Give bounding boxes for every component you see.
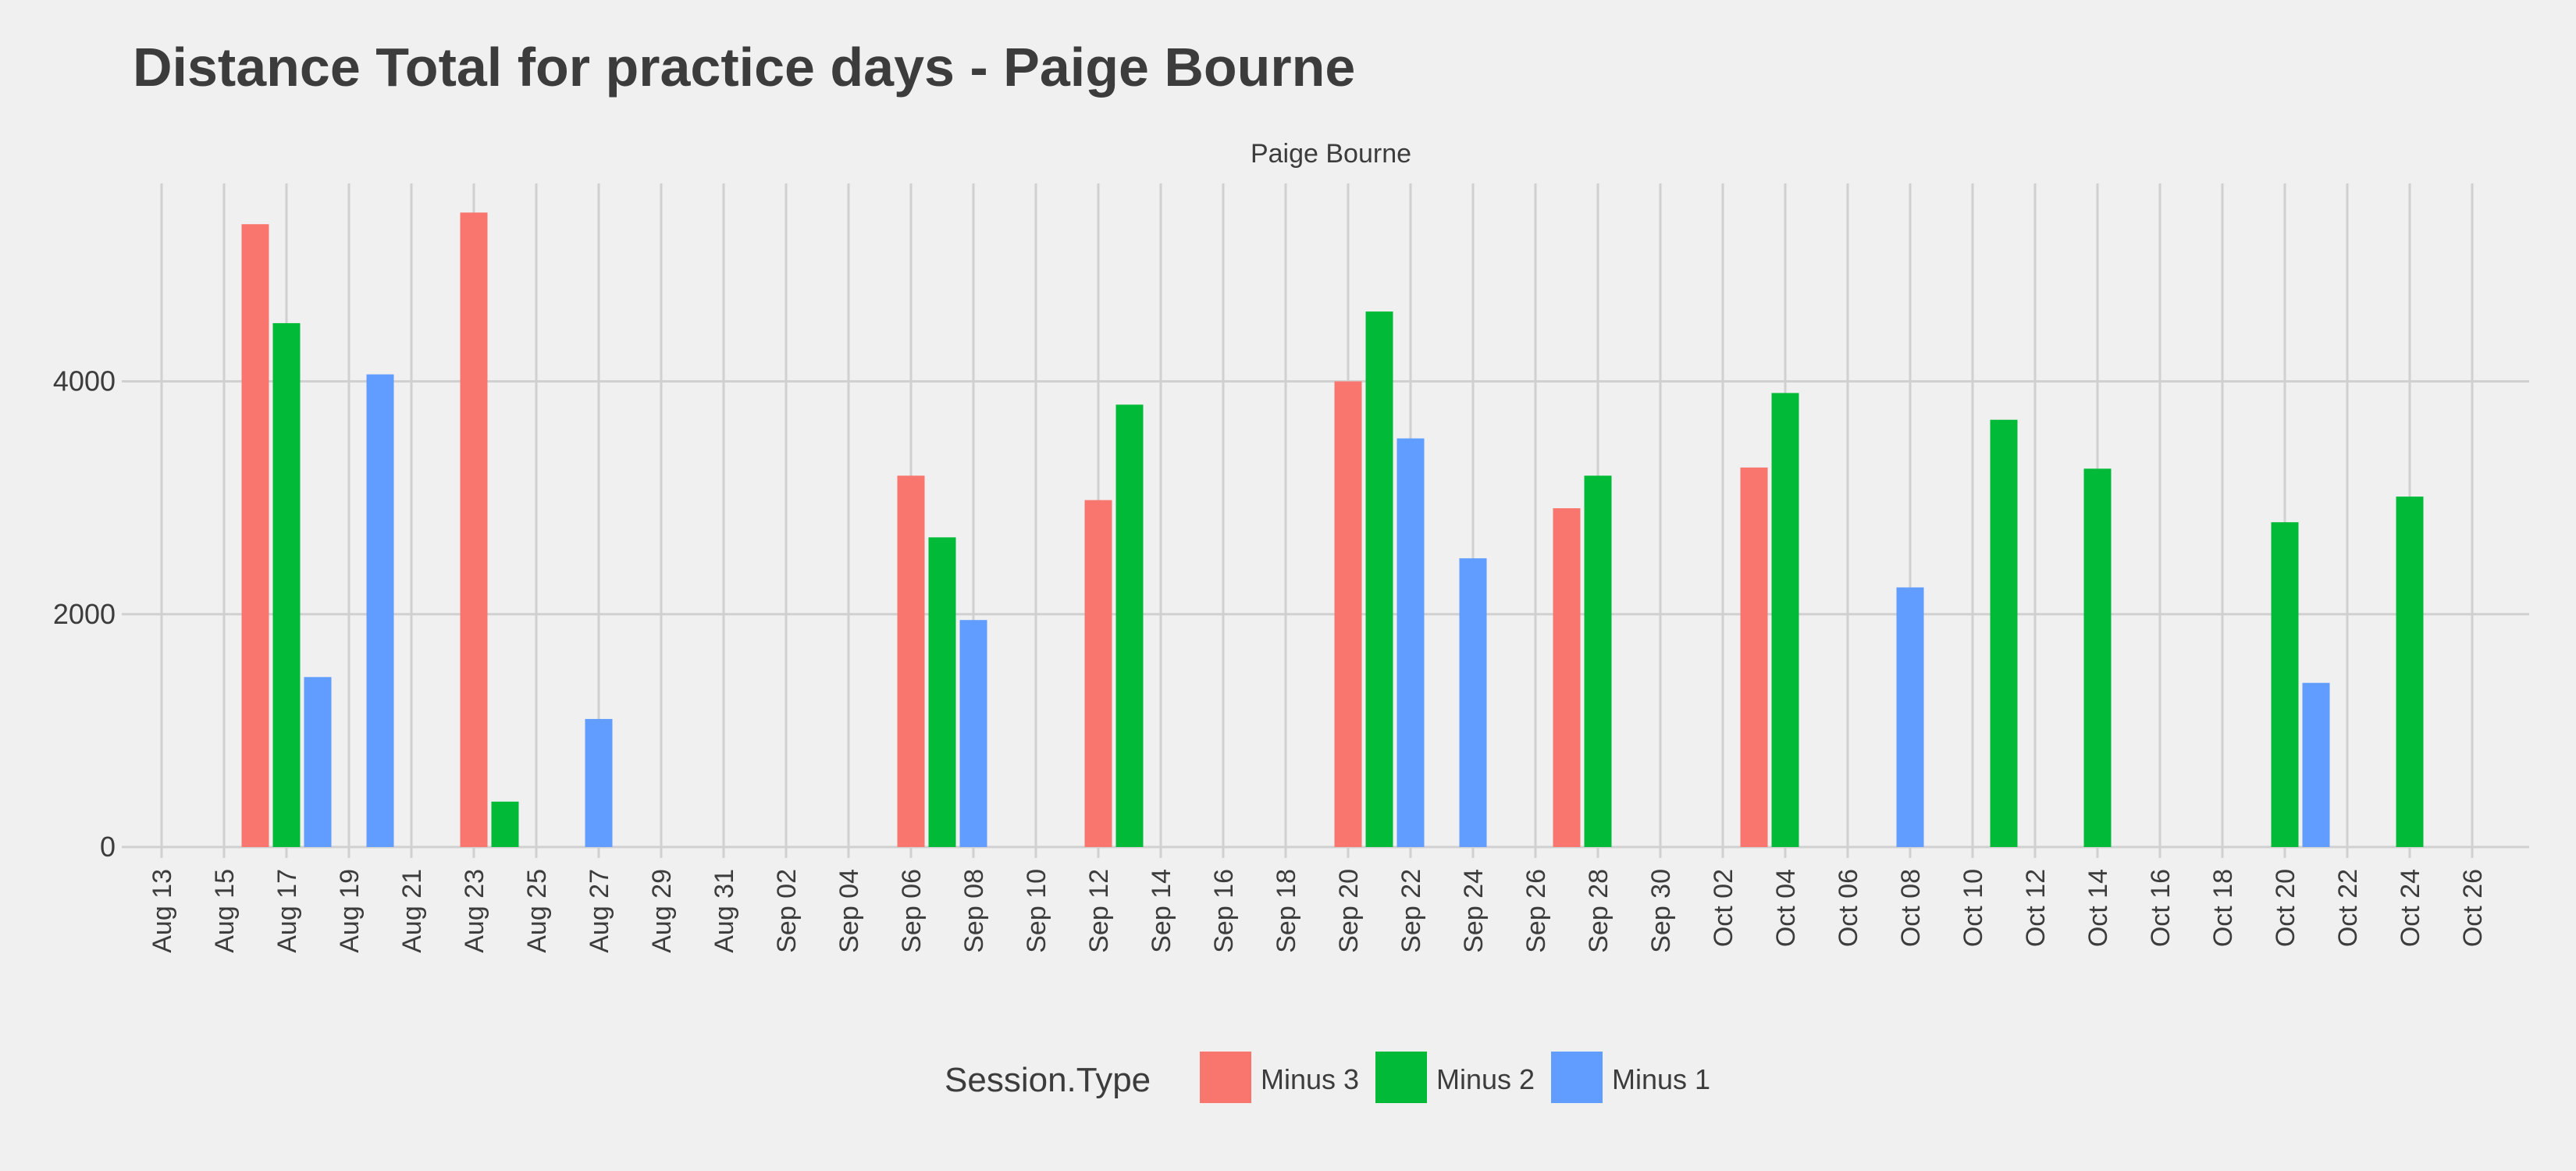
facet-label: Paige Bourne — [1251, 139, 1411, 169]
bar-minus-1 — [959, 620, 987, 847]
x-tick-label: Sep 18 — [1272, 869, 1301, 953]
x-tick-label: Sep 28 — [1584, 869, 1614, 953]
y-axis: 0 2000 4000 — [53, 365, 133, 863]
x-tick-label: Sep 26 — [1521, 869, 1551, 953]
legend-key-minus-2 — [1375, 1052, 1427, 1103]
chart-title: Distance Total for practice days - Paige… — [133, 37, 1355, 98]
bar-minus-1 — [304, 677, 332, 847]
bar-minus-3 — [897, 475, 925, 847]
bar-minus-1 — [585, 718, 613, 847]
x-tick-label: Sep 10 — [1022, 869, 1051, 953]
bar-minus-2 — [928, 537, 956, 847]
bar-minus-3 — [1334, 381, 1362, 847]
x-tick-label: Oct 26 — [2458, 869, 2488, 947]
x-tick-label: Aug 27 — [585, 869, 614, 953]
x-tick-label: Sep 12 — [1084, 869, 1114, 953]
bar-minus-3 — [460, 212, 488, 847]
y-tick-label: 2000 — [53, 598, 116, 630]
bar-minus-2 — [1115, 404, 1144, 847]
x-tick-label: Oct 20 — [2271, 869, 2300, 947]
bar-minus-2 — [2083, 468, 2112, 847]
bar-minus-3 — [241, 224, 269, 847]
x-tick-label: Oct 22 — [2333, 869, 2363, 947]
grid-lines — [133, 183, 2529, 849]
legend-label-minus-1: Minus 1 — [1612, 1063, 1710, 1095]
x-tick-label: Oct 18 — [2208, 869, 2238, 947]
x-axis: Aug 13 Aug 15 Aug 17 Aug 19 Aug 21 Aug 23 Aug … — [148, 847, 2488, 953]
legend: Session.Type Minus 3 Minus 2 Minus 1 — [945, 1052, 1710, 1103]
y-tick-label: 4000 — [53, 365, 116, 397]
x-tick-label: Sep 16 — [1209, 869, 1239, 953]
x-tick-label: Sep 24 — [1459, 869, 1489, 953]
legend-label-minus-2: Minus 2 — [1436, 1063, 1535, 1095]
x-tick-label: Aug 25 — [522, 869, 552, 953]
y-tick-label: 0 — [100, 831, 116, 863]
legend-label-minus-3: Minus 3 — [1261, 1063, 1359, 1095]
bar-minus-1 — [1896, 587, 1924, 847]
bar-minus-2 — [491, 801, 519, 847]
legend-title: Session.Type — [945, 1061, 1151, 1099]
x-tick-label: Aug 17 — [272, 869, 302, 953]
bar-minus-3 — [1553, 508, 1581, 847]
bar-minus-1 — [1397, 438, 1425, 847]
x-tick-label: Aug 21 — [397, 869, 427, 953]
x-tick-label: Sep 20 — [1334, 869, 1364, 953]
x-tick-label: Sep 08 — [959, 869, 989, 953]
bars — [241, 212, 2424, 848]
x-tick-label: Oct 04 — [1771, 869, 1801, 947]
bar-minus-2 — [2271, 521, 2299, 847]
x-tick-label: Sep 30 — [1646, 869, 1676, 953]
x-tick-label: Aug 29 — [647, 869, 677, 953]
legend-key-minus-1 — [1551, 1052, 1603, 1103]
x-tick-label: Oct 16 — [2146, 869, 2176, 947]
bar-minus-3 — [1740, 467, 1768, 847]
bar-minus-2 — [1771, 393, 1799, 848]
x-tick-label: Sep 02 — [772, 869, 802, 953]
x-tick-label: Oct 12 — [2021, 869, 2051, 947]
bar-minus-1 — [2302, 682, 2330, 847]
bar-minus-2 — [272, 322, 301, 847]
x-tick-label: Aug 13 — [148, 869, 177, 953]
bar-minus-2 — [1365, 311, 1393, 847]
bar-minus-1 — [366, 374, 394, 847]
x-tick-label: Oct 14 — [2083, 869, 2113, 947]
x-tick-label: Oct 10 — [1959, 869, 1988, 947]
bar-minus-2 — [2396, 497, 2424, 847]
legend-key-minus-3 — [1200, 1052, 1251, 1103]
x-tick-label: Oct 02 — [1709, 869, 1738, 947]
x-tick-label: Aug 23 — [460, 869, 489, 953]
bar-minus-2 — [1990, 419, 2018, 847]
x-tick-label: Oct 08 — [1896, 869, 1926, 947]
bar-minus-3 — [1084, 500, 1112, 847]
x-tick-label: Sep 04 — [834, 869, 864, 953]
x-tick-label: Oct 24 — [2396, 869, 2425, 947]
x-tick-label: Oct 06 — [1834, 869, 1863, 947]
x-tick-label: Aug 31 — [710, 869, 739, 953]
x-tick-label: Sep 06 — [897, 869, 927, 953]
x-tick-label: Aug 19 — [335, 869, 365, 953]
x-tick-label: Sep 22 — [1397, 869, 1426, 953]
bar-minus-1 — [1459, 558, 1487, 847]
x-tick-label: Aug 15 — [210, 869, 240, 953]
x-tick-label: Sep 14 — [1147, 869, 1176, 953]
bar-minus-2 — [1584, 475, 1612, 847]
